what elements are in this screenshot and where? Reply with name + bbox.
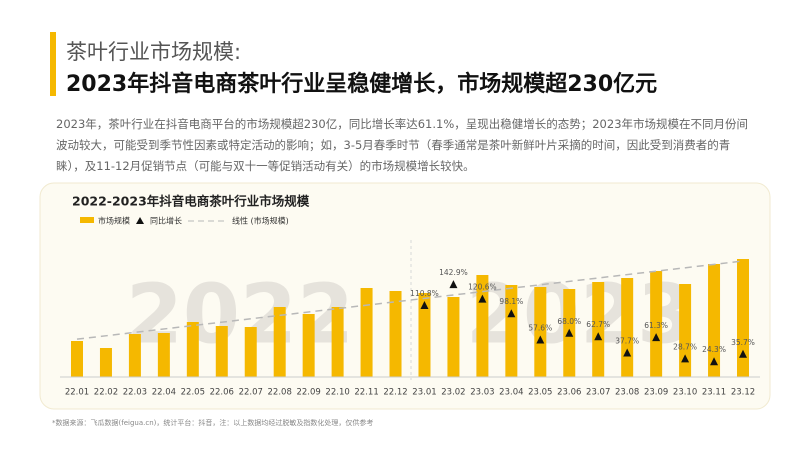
bar [505,285,518,377]
bar [215,326,228,377]
x-tick-label: 22.08 [268,388,292,398]
bar [592,282,605,377]
x-tick-label: 23.01 [412,388,436,398]
paragraph: 2023年，茶叶行业在抖音电商平台的市场规模超230亿，同比增长率达61.1%，… [56,117,749,173]
growth-marker [594,332,603,341]
growth-marker [565,328,574,337]
data-label: 57.6% [528,324,552,333]
bar [679,284,692,377]
accent-bar [50,32,56,96]
data-label: 24.3% [702,345,726,354]
trendline [76,260,744,340]
bar [71,341,83,377]
growth-marker [478,294,487,303]
x-tick-label: 22.03 [123,388,147,398]
x-tick-label: 22.10 [325,388,349,398]
bar [360,288,373,377]
x-tick-label: 23.02 [441,388,465,398]
x-tick-label: 23.07 [586,388,610,398]
x-tick-label: 22.04 [152,388,176,398]
x-tick-label: 22.09 [296,388,320,398]
x-tick-label: 22.01 [65,388,89,398]
x-tick-label: 22.06 [210,388,234,398]
growth-marker [739,349,747,358]
bar [157,333,170,377]
bar [621,278,634,377]
data-label: 35.7% [731,338,755,347]
x-tick-label: 23.09 [644,388,668,398]
x-tick-label: 23.08 [615,388,639,398]
data-label: 62.7% [586,320,610,329]
legend-swatch [136,217,144,224]
bar [273,307,286,377]
growth-marker [710,357,719,366]
x-tick-label: 23.10 [673,388,697,398]
legend-label: 线性 (市场规模) [232,216,289,226]
bar [99,348,112,377]
legend-swatch [80,217,94,223]
bar [331,307,344,377]
bar [302,314,315,377]
bar [244,327,257,377]
growth-marker [681,354,690,363]
bar [708,264,721,377]
x-tick-label: 23.06 [557,388,581,398]
data-label: 68.0% [557,317,581,326]
growth-marker [536,335,545,344]
x-tick-label: 22.02 [94,388,118,398]
growth-marker [507,309,516,318]
data-label: 37.7% [615,336,639,345]
bar [534,287,547,377]
bar [476,275,489,377]
x-tick-label: 23.12 [731,388,755,398]
growth-marker [449,280,458,289]
bar [186,322,199,377]
data-label: 142.9% [439,268,468,277]
bar [418,293,431,377]
x-tick-label: 22.05 [181,388,205,398]
x-tick-label: 23.04 [499,388,523,398]
bar [737,259,749,377]
legend-label: 市场规模 [98,216,130,226]
data-label: 98.1% [499,297,523,306]
x-tick-label: 22.12 [383,388,407,398]
headline: 2023年抖音电商茶叶行业呈稳健增长，市场规模超230亿元 [66,72,658,97]
x-tick-label: 23.11 [702,388,726,398]
bar [389,291,402,377]
bar [447,297,460,377]
x-tick-label: 23.05 [528,388,552,398]
data-label: 120.6% [468,283,497,292]
growth-marker [420,300,429,309]
x-tick-label: 22.07 [239,388,263,398]
data-label: 61.3% [644,321,668,330]
data-label: 110.8% [410,289,439,298]
footnote: *数据来源：飞瓜数据(feigua.cn)，统计平台：抖音，注：以上数据均经过脱… [52,418,373,427]
title: 茶叶行业市场规模: [66,40,242,64]
bar [128,334,141,377]
bar [650,271,663,377]
data-label: 28.7% [673,342,697,351]
x-tick-label: 22.11 [354,388,378,398]
chart-title: 2022-2023年抖音电商茶叶行业市场规模 [72,194,310,209]
x-tick-label: 23.03 [470,388,494,398]
legend-label: 同比增长 [150,216,182,226]
growth-marker [652,333,661,342]
growth-marker [623,348,632,357]
